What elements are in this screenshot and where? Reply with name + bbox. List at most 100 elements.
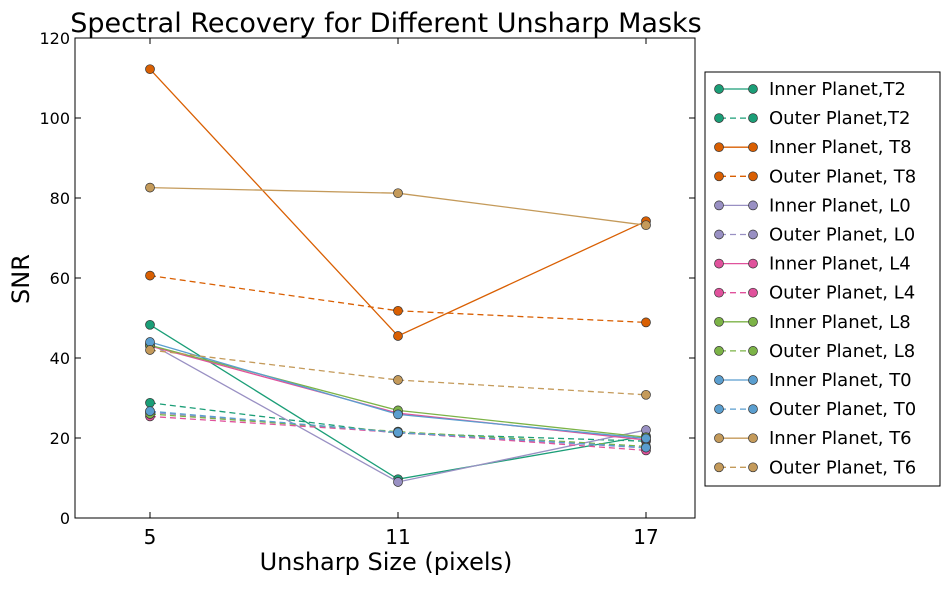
legend-marker <box>748 375 758 385</box>
legend-marker <box>748 433 758 444</box>
legend-marker <box>748 84 758 94</box>
legend-marker <box>748 404 758 414</box>
series-line <box>149 349 647 396</box>
data-point <box>641 433 651 444</box>
plot-area-frame <box>74 37 696 519</box>
series-2 <box>145 64 651 341</box>
data-point <box>641 389 651 400</box>
legend-marker <box>714 375 724 385</box>
legend-item: Inner Planet,T2 <box>714 79 906 100</box>
legend-marker <box>714 433 724 444</box>
y-tick-label: 100 <box>39 109 70 128</box>
legend-marker <box>748 229 758 240</box>
legend-marker <box>714 287 724 298</box>
data-point <box>393 409 403 420</box>
series-line <box>149 410 647 449</box>
data-point <box>145 64 155 75</box>
x-tick-label: 17 <box>633 525 658 549</box>
y-tick-label: 80 <box>50 189 70 208</box>
legend: Inner Planet,T2 Outer Planet,T2 Inner Plan… <box>704 71 941 487</box>
y-axis-label: SNR <box>7 254 35 304</box>
legend-marker <box>748 346 758 356</box>
y-tick-label: 20 <box>50 429 70 448</box>
legend-label: Outer Planet, T6 <box>769 457 916 478</box>
series-13 <box>145 345 651 400</box>
data-point <box>145 319 155 330</box>
legend-item: Inner Planet, T6 <box>714 428 912 449</box>
data-point <box>393 188 403 199</box>
legend-marker <box>748 200 758 211</box>
legend-marker <box>714 229 724 240</box>
chart-title: Spectral Recovery for Different Unsharp … <box>70 8 701 39</box>
legend-item: Outer Planet, L4 <box>714 283 915 304</box>
x-tick-label: 11 <box>385 525 410 549</box>
data-point <box>145 397 155 408</box>
data-point <box>641 317 651 328</box>
x-tick-label: 5 <box>144 525 157 549</box>
legend-label: Outer Planet, L0 <box>769 225 915 246</box>
legend-label: Inner Planet, L4 <box>769 254 911 275</box>
series-line <box>149 402 647 442</box>
legend-label: Inner Planet, T6 <box>769 428 912 449</box>
legend-item: Outer Planet, T8 <box>714 166 916 187</box>
legend-label: Inner Planet,T2 <box>769 79 906 100</box>
legend-label: Outer Planet, T8 <box>769 166 916 187</box>
series-line <box>149 345 647 441</box>
legend-item: Inner Planet, T8 <box>714 137 912 158</box>
legend-label: Outer Planet, L4 <box>769 283 915 304</box>
legend-marker <box>748 462 758 473</box>
series-line <box>149 324 647 480</box>
data-point <box>393 477 403 487</box>
y-tick-label: 0 <box>60 509 70 528</box>
series-11 <box>145 406 651 453</box>
legend-marker <box>748 113 758 123</box>
legend-item: Inner Planet, L8 <box>714 312 911 333</box>
series-line <box>149 68 647 337</box>
legend-frame <box>704 71 941 487</box>
legend-marker <box>714 404 724 414</box>
legend-marker <box>714 346 724 356</box>
axis-ticks: 0 20 40 60 80 100 120 5 11 17 <box>39 29 695 549</box>
data-point <box>145 337 155 347</box>
legend-label: Inner Planet, L8 <box>769 312 911 333</box>
series-8 <box>145 340 651 443</box>
legend-label: Inner Planet, T8 <box>769 137 912 158</box>
legend-marker <box>714 113 724 123</box>
legend-item: Outer Planet,T2 <box>714 108 910 129</box>
data-point <box>145 270 155 281</box>
y-tick-label: 40 <box>50 349 70 368</box>
data-point <box>393 427 403 438</box>
legend-marker <box>714 258 724 269</box>
series-line <box>149 413 647 448</box>
series-lines <box>145 64 651 487</box>
legend-marker <box>714 462 724 473</box>
data-point <box>145 182 155 193</box>
legend-marker <box>714 84 724 94</box>
legend-item: Inner Planet, T0 <box>714 370 912 391</box>
legend-item: Outer Planet, T0 <box>714 399 916 420</box>
y-tick-label: 120 <box>39 29 70 48</box>
legend-marker <box>714 316 724 327</box>
x-axis-label: Unsharp Size (pixels) <box>260 548 513 576</box>
legend-item: Inner Planet, L4 <box>714 254 911 275</box>
legend-marker <box>748 258 758 269</box>
legend-item: Outer Planet, L0 <box>714 225 915 246</box>
data-point <box>393 331 403 341</box>
y-tick-label: 60 <box>50 269 70 288</box>
data-point <box>145 345 155 355</box>
legend-marker <box>748 142 758 153</box>
legend-marker <box>714 200 724 211</box>
legend-marker <box>714 142 724 153</box>
legend-item: Outer Planet, L8 <box>714 341 915 362</box>
series-line <box>149 415 647 452</box>
legend-item: Inner Planet, L0 <box>714 195 911 216</box>
legend-marker <box>714 171 724 182</box>
series-1 <box>145 397 651 447</box>
legend-label: Inner Planet, T0 <box>769 370 912 391</box>
data-point <box>145 406 155 417</box>
legend-label: Outer Planet,T2 <box>769 108 910 129</box>
series-12 <box>145 182 651 231</box>
data-point <box>641 220 651 231</box>
